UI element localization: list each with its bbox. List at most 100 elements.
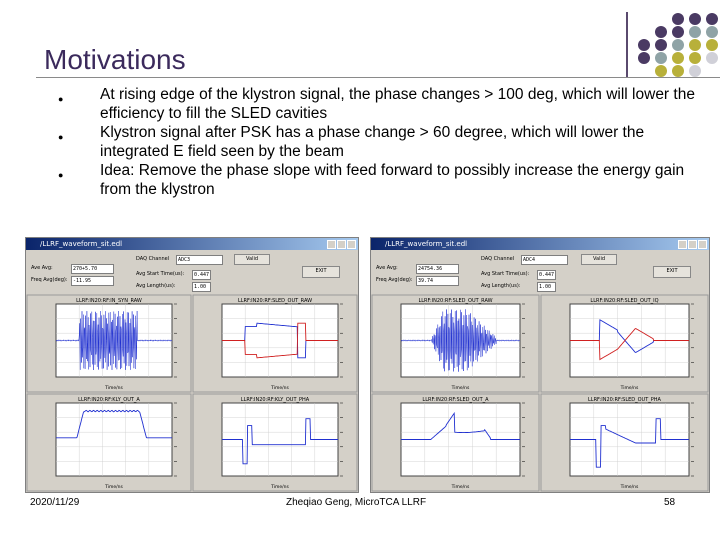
title-divider-horizontal <box>36 77 720 78</box>
waveform-plot: LLRF:IN20:RF:SLED_OUT_IQ Time/ns <box>540 294 709 393</box>
plot-title: LLRF:IN20:RF:SLED_OUT_RAW <box>418 298 492 304</box>
decorative-dot <box>706 13 718 25</box>
bullet-text: Idea: Remove the phase slope with feed f… <box>100 162 685 198</box>
bullet-list: ● At rising edge of the klystron signal,… <box>58 85 698 199</box>
maximize-icon[interactable] <box>688 240 697 249</box>
avg-length-label: Avg Length(us): <box>481 283 521 289</box>
close-icon[interactable] <box>698 240 707 249</box>
ave-avg-label: Ave Avg: <box>31 265 53 271</box>
waveform-plots: LLRF:IN20:RF:SLED_OUT_RAWTime/nsLLRF:IN2… <box>371 294 709 492</box>
footer-page-number: 58 <box>664 497 676 508</box>
decorative-dot <box>672 65 684 77</box>
decorative-dot <box>672 39 684 51</box>
ave-avg-label: Ave Avg: <box>376 265 398 271</box>
slide-title: Motivations <box>44 44 186 75</box>
plot-title: LLRF:IN20:RF:KLY_OUT_A <box>78 397 140 403</box>
decorative-dot <box>689 65 701 77</box>
decorative-dot <box>706 39 718 51</box>
close-icon[interactable] <box>347 240 356 249</box>
plot-title: LLRF:IN20:RF:SLED_OUT_RAW <box>238 298 312 304</box>
waveform-plot: LLRF:IN20:RF:SLED_OUT_RAW Time/ns <box>371 294 540 393</box>
daq-channel-field[interactable]: ADC4 <box>521 255 568 265</box>
decorative-dot <box>655 26 667 38</box>
bullet-item: ● Klystron signal after PSK has a phase … <box>58 123 698 161</box>
plot-xlabel: Time/ns <box>620 484 639 490</box>
minimize-icon[interactable] <box>678 240 687 249</box>
waveform-plot: LLRF:IN20:RF:IN_SYN_RAW Time/ns <box>26 294 192 393</box>
window-title: /LLRF_waveform_sit.edl <box>385 240 468 248</box>
waveform-trace <box>570 328 689 361</box>
footer-author: Zheqiao Geng, MicroTCA LLRF <box>286 497 427 508</box>
bullet-marker-icon: ● <box>58 132 64 142</box>
plot-xlabel: Time/ns <box>104 385 123 391</box>
plot-xlabel: Time/ns <box>104 484 123 490</box>
waveform-plot: LLRF:IN20:RF:KLY_OUT_A Time/ns <box>26 393 192 492</box>
daq-channel-field[interactable]: ADC3 <box>176 255 223 265</box>
decorative-dot <box>655 52 667 64</box>
decorative-dot <box>689 52 701 64</box>
plot-title: LLRF:IN20:RF:SLED_OUT_PHA <box>588 397 662 403</box>
freq-avg-field: -11.95 <box>71 276 114 286</box>
waveform-window-2: /LLRF_waveform_sit.edl DAQ Channel ADC4 … <box>370 237 710 493</box>
exit-button[interactable]: EXIT <box>653 266 691 278</box>
decorative-dot <box>689 39 701 51</box>
plot-title: LLRF:IN20:RF:KLY_OUT_PHA <box>241 397 310 403</box>
decorative-dot <box>689 26 701 38</box>
plot-xlabel: Time/ns <box>451 484 470 490</box>
decorative-dot <box>706 52 718 64</box>
avg-start-label: Avg Start Time(us): <box>481 271 530 277</box>
waveform-plots: LLRF:IN20:RF:IN_SYN_RAWTime/nsLLRF:IN20:… <box>26 294 358 492</box>
waveform-trace <box>222 418 338 465</box>
exit-button[interactable]: EXIT <box>302 266 340 278</box>
decorative-dot <box>655 65 667 77</box>
avg-start-field[interactable]: 0.447 <box>537 270 556 280</box>
avg-start-field[interactable]: 0.447 <box>192 270 211 280</box>
plot-title: LLRF:IN20:RF:SLED_OUT_IQ <box>590 298 658 304</box>
waveform-plot: LLRF:IN20:RF:KLY_OUT_PHA Time/ns <box>192 393 358 492</box>
bullet-item: ● At rising edge of the klystron signal,… <box>58 85 698 123</box>
waveform-plot: LLRF:IN20:RF:SLED_OUT_A Time/ns <box>371 393 540 492</box>
avg-length-field[interactable]: 1.00 <box>192 282 211 292</box>
waveform-window-1: /LLRF_waveform_sit.edl DAQ Channel ADC3 … <box>25 237 359 493</box>
avg-start-label: Avg Start Time(us): <box>136 271 185 277</box>
avg-length-field[interactable]: 1.00 <box>537 282 556 292</box>
ave-avg-field: 24754.36 <box>416 264 459 274</box>
window-titlebar[interactable]: /LLRF_waveform_sit.edl <box>371 238 709 250</box>
avg-length-label: Avg Length(us): <box>136 283 176 289</box>
plot-title: LLRF:IN20:RF:IN_SYN_RAW <box>76 298 142 304</box>
plot-area <box>55 402 173 477</box>
ave-avg-field: 270+5.70 <box>71 264 114 274</box>
decorative-dot <box>689 13 701 25</box>
waveform-plot: LLRF:IN20:RF:SLED_OUT_PHA Time/ns <box>540 393 709 492</box>
freq-avg-field: 39.74 <box>416 276 459 286</box>
minimize-icon[interactable] <box>327 240 336 249</box>
bullet-marker-icon: ● <box>58 94 64 104</box>
waveform-trace <box>56 409 172 439</box>
decorative-dot-grid <box>638 13 718 77</box>
decorative-dot <box>672 52 684 64</box>
waveform-trace <box>400 309 521 372</box>
valid-indicator: Valid <box>581 254 617 265</box>
daq-channel-label: DAQ Channel <box>136 256 170 262</box>
decorative-dot <box>672 26 684 38</box>
plot-xlabel: Time/ns <box>620 385 639 391</box>
daq-channel-label: DAQ Channel <box>481 256 515 262</box>
bullet-item: ● Idea: Remove the phase slope with feed… <box>58 161 698 199</box>
maximize-icon[interactable] <box>337 240 346 249</box>
bullet-text: Klystron signal after PSK has a phase ch… <box>100 124 645 160</box>
bullet-text: At rising edge of the klystron signal, t… <box>100 86 695 122</box>
plot-title: LLRF:IN20:RF:SLED_OUT_A <box>422 397 489 403</box>
decorative-dot <box>672 13 684 25</box>
window-titlebar[interactable]: /LLRF_waveform_sit.edl <box>26 238 358 250</box>
freq-avg-label: Freq Avg(deg): <box>376 277 413 283</box>
bullet-marker-icon: ● <box>58 170 64 180</box>
plot-xlabel: Time/ns <box>451 385 470 391</box>
decorative-dot <box>638 52 650 64</box>
plot-xlabel: Time/ns <box>270 385 289 391</box>
decorative-dot <box>706 26 718 38</box>
waveform-trace <box>55 310 173 371</box>
waveform-trace <box>401 411 520 440</box>
plot-xlabel: Time/ns <box>270 484 289 490</box>
footer-date: 2020/11/29 <box>30 497 80 508</box>
waveform-trace <box>570 418 689 468</box>
